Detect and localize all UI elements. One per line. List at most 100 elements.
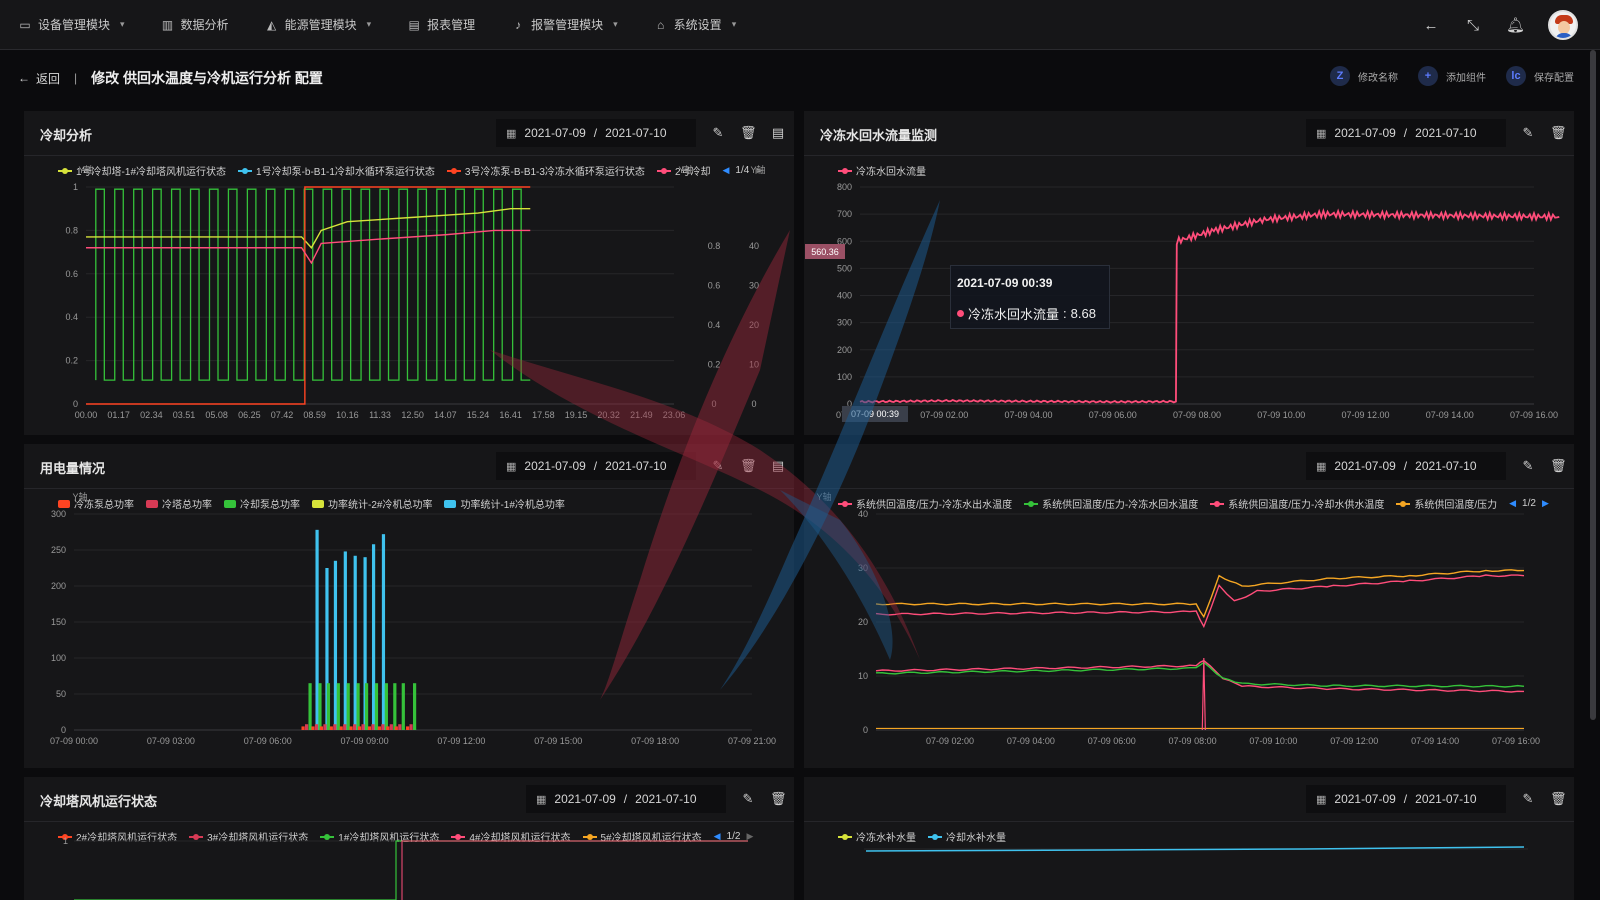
y-tick-label: 300 xyxy=(837,318,852,328)
legend-item[interactable]: 冷却水补水量 xyxy=(928,829,1006,844)
legend-item[interactable]: 2#冷却塔风机运行状态 xyxy=(58,829,177,844)
legend-label: 冷冻水回水流量 xyxy=(856,167,926,178)
date-start: 2021-07-09 xyxy=(554,792,616,806)
date-range-picker[interactable]: ▦ 2021-07-09 / 2021-07-10 xyxy=(496,119,696,147)
legend-label: 系统供回温度/压力-冷冻水回水温度 xyxy=(1042,500,1199,511)
action-label: 保存配置 xyxy=(1534,72,1574,84)
edit-icon[interactable]: ✎ xyxy=(1522,125,1534,140)
legend-item[interactable]: 1号冷却塔-1#冷却塔风机运行状态 xyxy=(58,163,226,178)
bar xyxy=(371,544,376,730)
trash-icon[interactable]: 🗑︎ xyxy=(1550,125,1567,140)
legend-item[interactable]: 冷塔总功率 xyxy=(146,496,212,511)
legend-item[interactable]: 冷冻水补水量 xyxy=(838,829,916,844)
triangle-left-icon[interactable]: ◀ xyxy=(722,165,730,175)
legend-item[interactable]: 1号冷却泵-b-B1-1冷却水循环泵运行状态 xyxy=(238,163,435,178)
nav-item-analysis[interactable]: ▥ 数据分析 xyxy=(161,16,229,33)
legend-item[interactable]: 冷冻泵总功率 xyxy=(58,496,134,511)
legend-item[interactable]: 1#冷却塔风机运行状态 xyxy=(320,829,439,844)
triangle-left-icon[interactable]: ◀ xyxy=(1509,498,1517,508)
legend-item[interactable]: 功率统计-1#冷机总功率 xyxy=(444,496,565,511)
trash-icon[interactable]: 🗑︎ xyxy=(1550,458,1567,473)
temp-series-line xyxy=(875,659,1525,693)
document-icon[interactable]: ▤ xyxy=(771,125,785,140)
nav-item-alarm[interactable]: ♪ 报警管理模块 ▾ xyxy=(511,16,618,33)
shrink-icon[interactable]: ⤡ xyxy=(1466,16,1479,34)
legend-label: 功率统计-2#冷机总功率 xyxy=(328,500,433,511)
arrow-left-icon[interactable]: ← xyxy=(1423,16,1439,34)
x-tick-label: 07-09 02.00 xyxy=(920,410,968,420)
chart-legend: 1号冷却塔-1#冷却塔风机运行状态 1号冷却泵-b-B1-1冷却水循环泵运行状态… xyxy=(58,163,762,178)
nav-label: 能源管理模块 xyxy=(284,18,357,32)
top-nav: ▭ 设备管理模块 ▾ ▥ 数据分析 ◭ 能源管理模块 ▾ ▤ 报表管理 ♪ 报警… xyxy=(0,0,1600,50)
add-widget-button[interactable]: + 添加组件 xyxy=(1418,66,1486,86)
nav-item-settings[interactable]: ⌂ 系统设置 ▾ xyxy=(654,16,736,33)
y3-tick-label: 30 xyxy=(749,281,759,291)
nav-item-energy[interactable]: ◭ 能源管理模块 ▾ xyxy=(265,16,371,33)
date-range-picker[interactable]: ▦ 2021-07-09 / 2021-07-10 xyxy=(496,452,696,480)
x-tick-label: 01.17 xyxy=(107,410,130,420)
legend-item[interactable]: 3号冷冻泵-B-B1-3冷冻水循环泵运行状态 xyxy=(446,163,645,178)
triangle-left-icon[interactable]: ◀ xyxy=(713,831,721,841)
edit-icon[interactable]: ✎ xyxy=(712,125,724,140)
legend-item[interactable]: 冷冻水回水流量 xyxy=(838,163,926,178)
date-range-picker[interactable]: ▦ 2021-07-09 / 2021-07-10 xyxy=(1306,785,1506,813)
bar xyxy=(318,683,322,730)
avatar[interactable] xyxy=(1548,10,1578,40)
legend-item[interactable]: 2号冷却 xyxy=(656,163,711,178)
chevron-down-icon: ▾ xyxy=(120,19,125,29)
x-tick-label: 07-09 14:00 xyxy=(1411,736,1459,746)
x-tick-label: 08.59 xyxy=(303,410,326,420)
edit-icon[interactable]: ✎ xyxy=(742,791,754,806)
bar xyxy=(361,724,365,730)
legend-item[interactable]: 5#冷却塔风机运行状态 xyxy=(582,829,702,844)
bell-icon[interactable]: 🔔︎ xyxy=(1506,17,1526,34)
power-chart: 0 50 100 150 200 250 300 07-09 00:00 07-09 03:00… xyxy=(50,491,776,746)
page-title: 修改 供回水温度与冷机运行分析 配置 xyxy=(91,70,323,86)
legend-item[interactable]: 系统供回温度/压力-冷冻水回水温度 xyxy=(1024,496,1198,511)
trash-icon[interactable]: 🗑︎ xyxy=(1550,791,1567,806)
date-range-picker[interactable]: ▦ 2021-07-09 / 2021-07-10 xyxy=(1306,119,1506,147)
nav-right-tools: ← ⤡ 🔔︎ xyxy=(1422,0,1578,50)
bar xyxy=(343,724,347,730)
legend-item[interactable]: 冷却泵总功率 xyxy=(224,496,300,511)
bar xyxy=(389,724,393,730)
date-end: 2021-07-10 xyxy=(605,459,667,473)
legend-item[interactable]: 4#冷却塔风机运行状态 xyxy=(451,829,571,844)
date-range-picker[interactable]: ▦ 2021-07-09 / 2021-07-10 xyxy=(526,785,726,813)
bar xyxy=(325,568,329,730)
legend-item[interactable]: 系统供回温度/压力-冷却水供水温度 xyxy=(1210,496,1384,511)
y-tick-label: 200 xyxy=(51,581,66,591)
triangle-right-icon[interactable]: ▶ xyxy=(1541,498,1549,508)
calendar-icon: ▦ xyxy=(536,793,547,806)
x-tick-label: 20.32 xyxy=(597,410,620,420)
legend-item[interactable]: 功率统计-2#冷机总功率 xyxy=(312,496,432,511)
y-tick-label: 0 xyxy=(61,725,66,735)
legend-item[interactable]: 3#冷却塔风机运行状态 xyxy=(189,829,308,844)
y-axis-unit: Y轴 xyxy=(750,164,765,175)
triangle-right-icon[interactable]: ▶ xyxy=(755,165,763,175)
y-axis-unit: Y轴 xyxy=(678,164,693,175)
back-button[interactable]: ← 返回 xyxy=(18,70,60,87)
x-tick-label: 07-09 12:00 xyxy=(437,736,485,746)
triangle-right-icon[interactable]: ▶ xyxy=(746,831,754,841)
legend-label: 4#冷却塔风机运行状态 xyxy=(469,833,571,844)
edit-icon[interactable]: ✎ xyxy=(1522,791,1534,806)
y-axis-unit: Y轴 xyxy=(72,491,87,502)
trash-icon[interactable]: 🗑︎ xyxy=(740,125,757,140)
nav-item-device[interactable]: ▭ 设备管理模块 ▾ xyxy=(18,16,125,33)
legend-item[interactable]: 系统供回温度/压力 xyxy=(1396,496,1497,511)
nav-item-report[interactable]: ▤ 报表管理 xyxy=(407,16,475,33)
date-end: 2021-07-10 xyxy=(1415,459,1477,473)
page-scrollbar[interactable] xyxy=(1590,50,1596,720)
y-tick-label: 100 xyxy=(51,653,66,663)
x-tick-label: 21.49 xyxy=(630,410,653,420)
chart-legend: 冷冻泵总功率 冷塔总功率 冷却泵总功率 功率统计-2#冷机总功率 功率统计-1#… xyxy=(58,496,565,511)
rename-button[interactable]: Z 修改名称 xyxy=(1330,66,1398,86)
date-range-picker[interactable]: ▦ 2021-07-09 / 2021-07-10 xyxy=(1306,452,1506,480)
x-tick-label: 07-09 00:00 xyxy=(50,736,98,746)
edit-icon[interactable]: ✎ xyxy=(712,458,724,473)
legend-label: 功率统计-1#冷机总功率 xyxy=(460,500,565,511)
edit-icon[interactable]: ✎ xyxy=(1522,458,1534,473)
save-config-button[interactable]: lc 保存配置 xyxy=(1506,66,1574,86)
trash-icon[interactable]: 🗑︎ xyxy=(770,791,787,806)
